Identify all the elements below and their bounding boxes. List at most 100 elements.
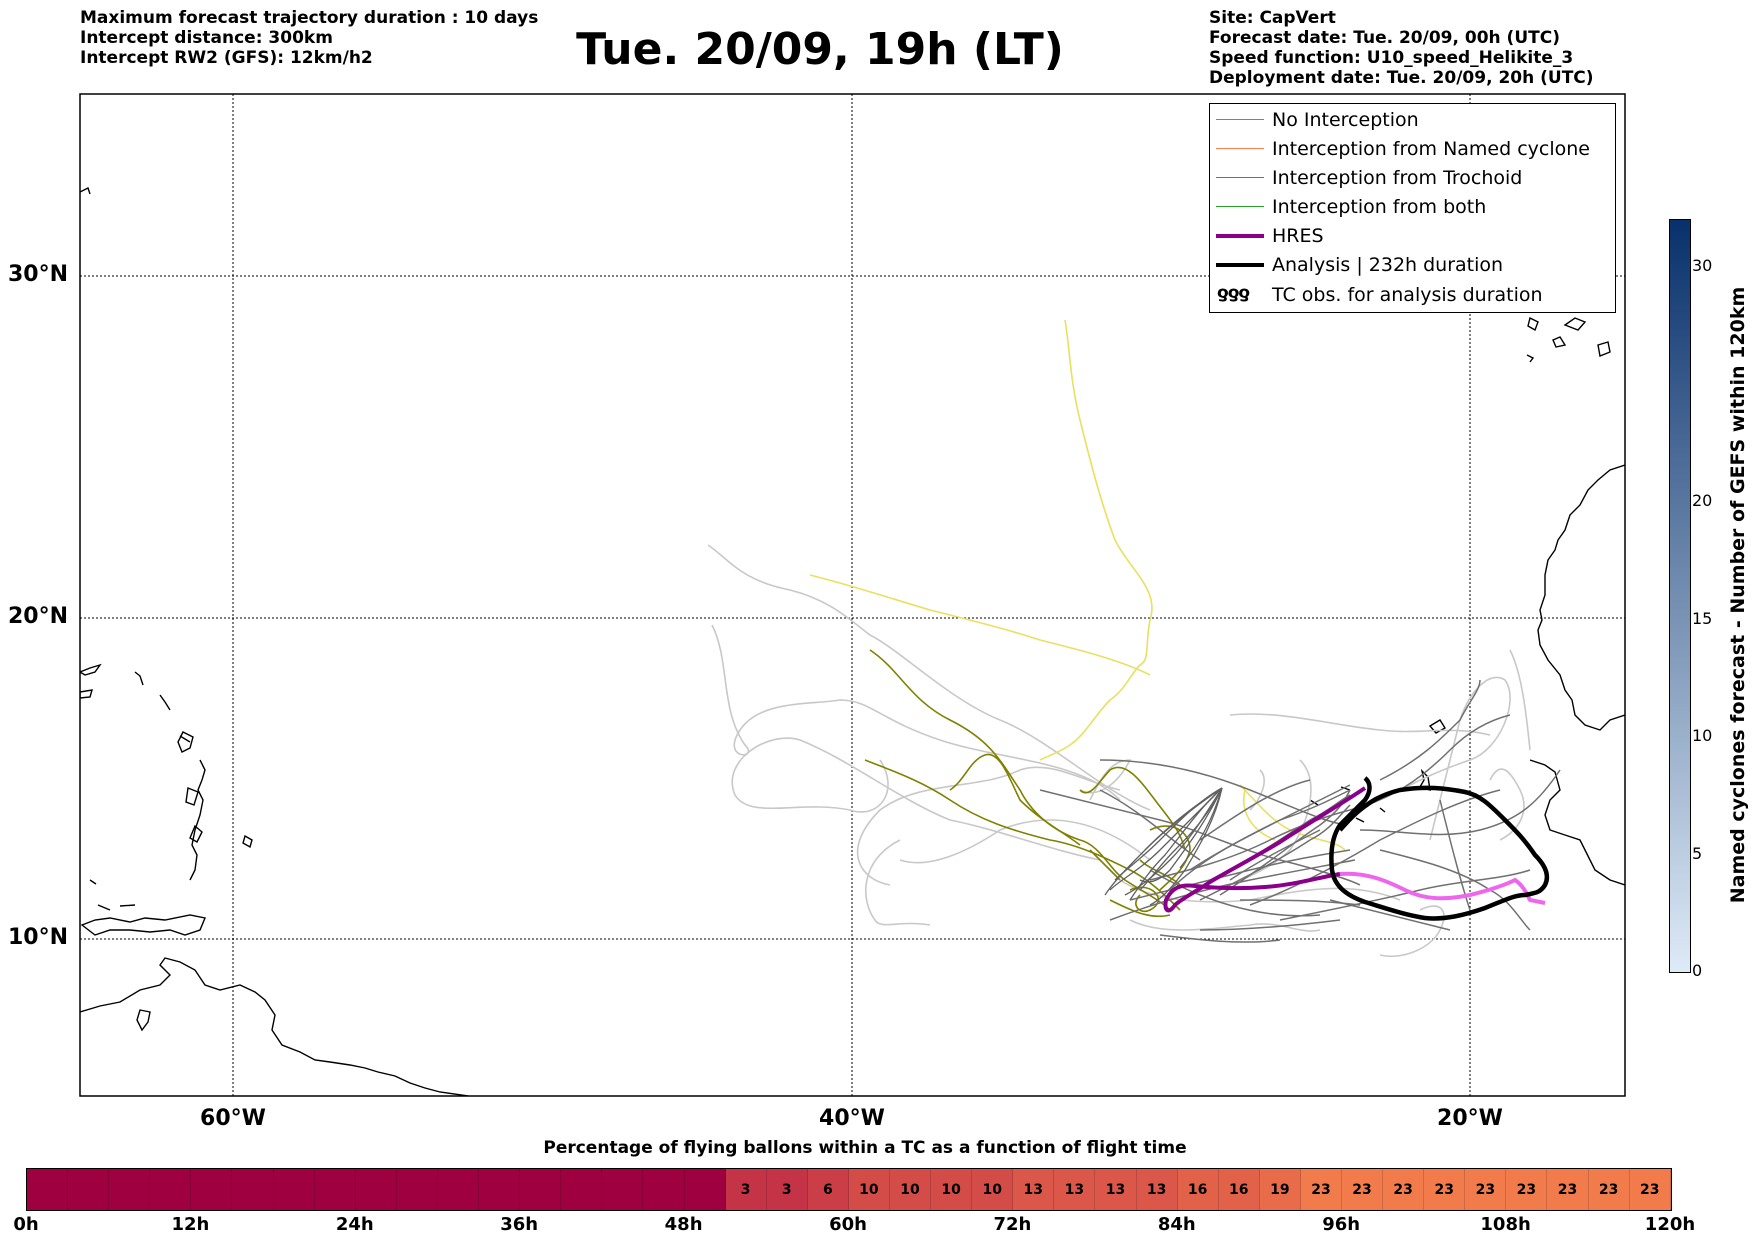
colorbar-cell: 6 xyxy=(807,1169,849,1210)
colorbar-cell xyxy=(684,1169,726,1210)
legend-item-both: Interception from both xyxy=(1210,194,1615,220)
colorbar-cell: 23 xyxy=(1383,1169,1425,1210)
colorbar-cell xyxy=(27,1169,69,1210)
lat-label-30n: 30°N xyxy=(8,262,69,287)
graticule xyxy=(80,94,1625,1096)
coastline-venezuela-islands xyxy=(80,914,206,936)
map-legend: No Interception Interception from Named … xyxy=(1209,103,1616,313)
map-frame xyxy=(79,93,1626,1097)
legend-swatch xyxy=(1216,148,1264,150)
colorbar-hour-label: 24h xyxy=(335,1214,374,1235)
legend-label: Interception from Named cyclone xyxy=(1272,138,1590,160)
legend-label: No Interception xyxy=(1272,109,1419,131)
vertical-colorbar xyxy=(1669,219,1691,973)
colorbar-hour-label: 72h xyxy=(993,1214,1032,1235)
colorbar-cell: 23 xyxy=(1342,1169,1384,1210)
legend-item-hres: HRES xyxy=(1210,223,1615,249)
legend-swatch xyxy=(1216,119,1264,121)
colorbar-hour-label: 96h xyxy=(1322,1214,1361,1235)
colorbar-cell xyxy=(520,1169,562,1210)
no-interception-trajectories xyxy=(1039,679,1561,943)
colorbar-cell xyxy=(643,1169,685,1210)
coastline-lesser-antilles-2 xyxy=(177,731,203,843)
colorbar-tick-label: 30 xyxy=(1692,256,1713,275)
colorbar-hour-label: 12h xyxy=(171,1214,210,1235)
colorbar-hour-label: 36h xyxy=(500,1214,539,1235)
colorbar-cell xyxy=(68,1169,110,1210)
coastline-bermuda xyxy=(80,187,91,195)
colorbar-cell xyxy=(109,1169,151,1210)
page-title: Tue. 20/09, 19h (LT) xyxy=(576,24,1064,75)
max-duration-text: Maximum forecast trajectory duration : 1… xyxy=(80,8,539,28)
header-left-info: Maximum forecast trajectory duration : 1… xyxy=(80,8,538,68)
legend-swatch xyxy=(1216,263,1264,267)
intercept-distance-text: Intercept distance: 300km xyxy=(80,28,333,48)
hres-trajectory xyxy=(1163,786,1367,913)
colorbar-cell: 16 xyxy=(1177,1169,1219,1210)
colorbar-cell xyxy=(437,1169,480,1210)
legend-swatch xyxy=(1216,234,1264,238)
colorbar-cell: 23 xyxy=(1547,1169,1589,1210)
colorbar-cell: 19 xyxy=(1259,1169,1301,1210)
lat-label-10n: 10°N xyxy=(8,925,69,950)
colorbar-tick-label: 0 xyxy=(1692,961,1703,980)
legend-swatch xyxy=(1216,206,1264,208)
intercept-rw2-text: Intercept RW2 (GFS): 12km/h2 xyxy=(80,48,373,68)
coastline-africa xyxy=(1529,464,1625,886)
header-right-info: Site: CapVert Forecast date: Tue. 20/09,… xyxy=(1209,8,1594,88)
colorbar-tick-label: 15 xyxy=(1692,608,1713,628)
coastline-lesser-antilles xyxy=(189,759,206,881)
colorbar-cell xyxy=(273,1169,315,1210)
horizontal-colorbar: 3 3 6 10 10 10 10 13 13 13 13 16 16 19 23 23 23 23 23 23 23 2… xyxy=(26,1168,1672,1211)
colorbar-hour-label: 48h xyxy=(664,1214,703,1235)
colorbar-cell: 23 xyxy=(1506,1169,1548,1210)
colorbar-cell xyxy=(479,1169,521,1210)
colorbar-hour-label: 108h xyxy=(1480,1214,1531,1235)
colorbar-cell: 16 xyxy=(1218,1169,1260,1210)
coastline-trinidad xyxy=(136,1009,151,1032)
vertical-colorbar-label: Named cyclones forecast - Number of GEFS… xyxy=(1727,286,1749,904)
legend-label: TC obs. for analysis duration xyxy=(1272,284,1543,306)
colorbar-cell: 3 xyxy=(766,1169,808,1210)
colorbar-tick-label: 20 xyxy=(1692,491,1713,510)
colorbar-cell: 10 xyxy=(848,1169,890,1210)
hres-trajectory-extension xyxy=(1339,871,1546,905)
legend-label: HRES xyxy=(1272,225,1324,247)
colorbar-cell xyxy=(191,1169,233,1210)
colorbar-tick-label: 10 xyxy=(1692,726,1713,745)
colorbar-cell: 3 xyxy=(725,1169,767,1210)
colorbar-cell: 23 xyxy=(1300,1169,1342,1210)
legend-item-tc-obs: ƍƍƍ TC obs. for analysis duration xyxy=(1210,282,1615,308)
colorbar-cell: 10 xyxy=(931,1169,973,1210)
colorbar-cell: 23 xyxy=(1588,1169,1630,1210)
legend-label: Interception from Trochoid xyxy=(1272,167,1523,189)
colorbar-cell xyxy=(396,1169,438,1210)
deployment-date-text: Deployment date: Tue. 20/09, 20h (UTC) xyxy=(1209,68,1594,88)
colorbar-cell: 23 xyxy=(1629,1169,1671,1210)
coastline-south-america xyxy=(80,957,469,1096)
legend-item-trochoid: Interception from Trochoid xyxy=(1210,165,1615,191)
colorbar-cell: 13 xyxy=(1054,1169,1096,1210)
colorbar-cell xyxy=(602,1169,644,1210)
colorbar-cell xyxy=(314,1169,356,1210)
legend-item-no-interception: No Interception xyxy=(1210,107,1615,133)
legend-item-analysis: Analysis | 232h duration xyxy=(1210,252,1615,278)
colorbar-hour-label: 0h xyxy=(13,1214,39,1235)
horizontal-colorbar-title: Percentage of flying ballons within a TC… xyxy=(543,1138,1187,1158)
speed-function-text: Speed function: U10_speed_Helikite_3 xyxy=(1209,48,1574,68)
legend-swatch xyxy=(1216,177,1264,179)
lon-label-60w: 60°W xyxy=(200,1106,266,1131)
analysis-trajectory xyxy=(1329,776,1550,921)
colorbar-hour-label: 84h xyxy=(1157,1214,1196,1235)
legend-label: Interception from both xyxy=(1272,196,1487,218)
legend-item-named-cyclone: Interception from Named cyclone xyxy=(1210,136,1615,162)
colorbar-cell: 23 xyxy=(1465,1169,1507,1210)
site-text: Site: CapVert xyxy=(1209,8,1336,28)
legend-label: Analysis | 232h duration xyxy=(1272,254,1504,276)
forecast-date-text: Forecast date: Tue. 20/09, 00h (UTC) xyxy=(1209,28,1560,48)
tc-obs-symbol-icon: ƍƍƍ xyxy=(1217,283,1250,303)
colorbar-cell xyxy=(150,1169,192,1210)
lat-label-20n: 20°N xyxy=(8,604,69,629)
colorbar-hour-label: 60h xyxy=(829,1214,867,1235)
lon-label-20w: 20°W xyxy=(1437,1106,1503,1131)
